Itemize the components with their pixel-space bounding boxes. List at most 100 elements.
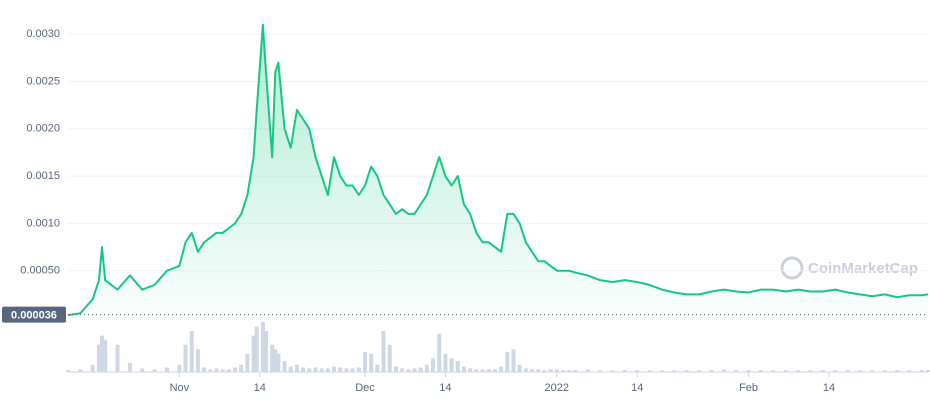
y-tick-label: 0.0030 <box>26 28 60 40</box>
x-tick-label: 2022 <box>545 382 569 394</box>
volume-bar <box>270 344 275 372</box>
volume-bar <box>127 362 132 372</box>
volume-bar <box>895 370 900 372</box>
volume-bar <box>189 331 194 372</box>
volume-bar <box>647 370 652 372</box>
volume-bar <box>387 344 392 372</box>
volume-bar <box>517 364 522 372</box>
volume-bar <box>443 353 448 372</box>
volume-bar <box>344 368 349 372</box>
x-tick-label: Dec <box>355 382 375 394</box>
volume-bar <box>164 367 169 372</box>
volume-bar <box>542 370 547 372</box>
volume-bar <box>721 369 726 372</box>
volume-bar <box>926 370 930 372</box>
volume-bar <box>697 370 702 372</box>
x-tick-label: 14 <box>823 382 835 394</box>
volume-bar <box>492 369 497 372</box>
x-tick-label: Feb <box>739 382 758 394</box>
volume-bar <box>573 370 578 372</box>
volume-bar <box>548 369 553 372</box>
volume-bar <box>431 358 436 372</box>
watermark: CoinMarketCap <box>780 256 918 280</box>
volume-bar <box>282 361 287 372</box>
volume-bar <box>610 370 615 372</box>
volume-bar <box>486 369 491 372</box>
volume-bar <box>511 349 516 372</box>
volume-bar <box>294 364 299 372</box>
volume-bar <box>659 370 664 372</box>
volume-bar <box>672 370 677 372</box>
volume-bar <box>505 352 510 372</box>
volume-bar <box>226 369 231 372</box>
volume-bar <box>362 352 367 372</box>
volume-bar <box>684 370 689 372</box>
volume-bar <box>400 368 405 372</box>
volume-bar <box>288 366 293 372</box>
volume-bar <box>560 370 565 372</box>
volume-bar <box>152 369 157 372</box>
volume-bar <box>635 370 640 372</box>
volume-bar <box>369 353 374 372</box>
volume-bar <box>393 366 398 372</box>
volume-bar <box>307 368 312 372</box>
volume-bar <box>845 370 850 372</box>
volume-bar <box>406 369 411 372</box>
volume-bar <box>313 367 318 372</box>
volume-bar <box>260 322 265 372</box>
y-tick-label: 0.0015 <box>26 170 60 182</box>
volume-bar <box>536 369 541 372</box>
current-price-label: 0.000036 <box>11 310 57 322</box>
volume-bar <box>319 368 324 372</box>
volume-bar <box>907 370 912 372</box>
volume-bar <box>919 370 924 372</box>
volume-bar <box>461 366 466 372</box>
volume-bar <box>140 368 145 372</box>
x-tick-label: 14 <box>254 382 266 394</box>
volume-bar <box>857 370 862 372</box>
volume-bar <box>412 368 417 372</box>
volume-bar <box>882 370 887 372</box>
volume-bar <box>301 367 306 372</box>
current-price-box <box>2 306 66 323</box>
volume-bar <box>100 335 105 372</box>
volume-bar <box>771 370 776 372</box>
volume-bar <box>870 370 875 372</box>
volume-bar <box>554 369 559 372</box>
price-area <box>68 24 928 318</box>
y-tick-label: 0.0025 <box>26 75 60 87</box>
volume-bar <box>783 370 788 372</box>
x-tick-label: 14 <box>631 382 643 394</box>
volume-bar <box>530 369 535 372</box>
price-line <box>67 23 929 317</box>
volume-bar <box>239 364 244 372</box>
volume-bar <box>455 361 460 372</box>
volume-bar <box>66 370 70 372</box>
volume-bar <box>332 366 337 372</box>
volume-bar <box>263 331 268 372</box>
volume-bar <box>375 364 380 372</box>
volume-bar <box>103 340 108 372</box>
volume-bar <box>220 369 225 372</box>
volume-bar <box>273 349 278 372</box>
y-tick-label: 0.0020 <box>26 123 60 135</box>
volume-bar <box>202 367 207 372</box>
x-tick-label: Nov <box>170 382 190 394</box>
volume-bar <box>437 333 442 372</box>
x-tick-label: 14 <box>439 382 451 394</box>
volume-bar <box>338 367 343 372</box>
volume-bar <box>325 368 330 372</box>
volume-bar <box>276 353 281 372</box>
volume-bar <box>90 364 95 372</box>
volume-bar <box>523 368 528 372</box>
volume-bar <box>356 367 361 372</box>
y-tick-label: 0.0010 <box>26 217 60 229</box>
volume-bar <box>214 368 219 372</box>
volume-bar <box>115 344 120 372</box>
volume-bar <box>96 344 101 372</box>
volume-bar <box>585 369 590 372</box>
volume-bar <box>833 370 838 372</box>
volume-bar <box>598 370 603 372</box>
volume-bar <box>709 370 714 372</box>
